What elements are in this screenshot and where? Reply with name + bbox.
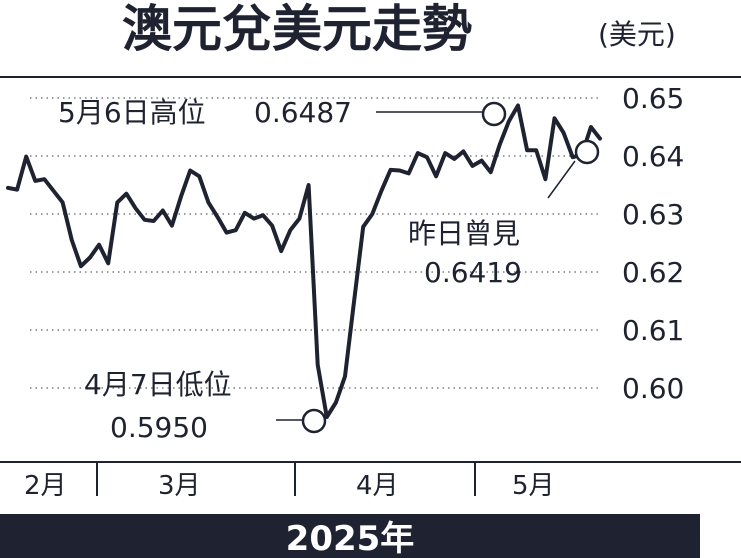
year-label: 2025年 bbox=[286, 519, 415, 558]
y-tick-label: 0.60 bbox=[622, 372, 684, 405]
chart-title: 澳元兌美元走勢 bbox=[122, 0, 472, 58]
high-annotation-label: 5月6日高位 bbox=[58, 96, 206, 129]
y-tick-label: 0.63 bbox=[622, 198, 684, 231]
latest-leader-line bbox=[547, 160, 576, 199]
y-tick-label: 0.64 bbox=[622, 140, 684, 173]
y-tick-label: 0.62 bbox=[622, 256, 684, 289]
latest-annotation-value: 0.6419 bbox=[424, 256, 522, 289]
low-annotation-label: 4月7日低位 bbox=[84, 368, 232, 401]
month-label-may: 5月 bbox=[512, 471, 555, 501]
y-axis-ticks: 0.65 0.64 0.63 0.62 0.61 0.60 bbox=[622, 82, 684, 405]
year-band bbox=[0, 514, 700, 558]
high-marker bbox=[481, 101, 507, 127]
series-line bbox=[6, 103, 602, 419]
y-tick-label: 0.61 bbox=[622, 314, 684, 347]
latest-annotation-label: 昨日曾見 bbox=[408, 217, 520, 250]
low-annotation-value: 0.5950 bbox=[110, 411, 208, 444]
month-label-feb: 2月 bbox=[24, 471, 67, 501]
gridlines bbox=[30, 97, 600, 389]
unit-label: (美元) bbox=[598, 18, 676, 51]
month-label-apr: 4月 bbox=[356, 471, 399, 501]
low-marker bbox=[301, 408, 327, 434]
y-tick-label: 0.65 bbox=[622, 82, 684, 115]
high-annotation-value: 0.6487 bbox=[254, 96, 352, 129]
latest-marker bbox=[574, 139, 600, 165]
month-label-mar: 3月 bbox=[158, 471, 201, 501]
